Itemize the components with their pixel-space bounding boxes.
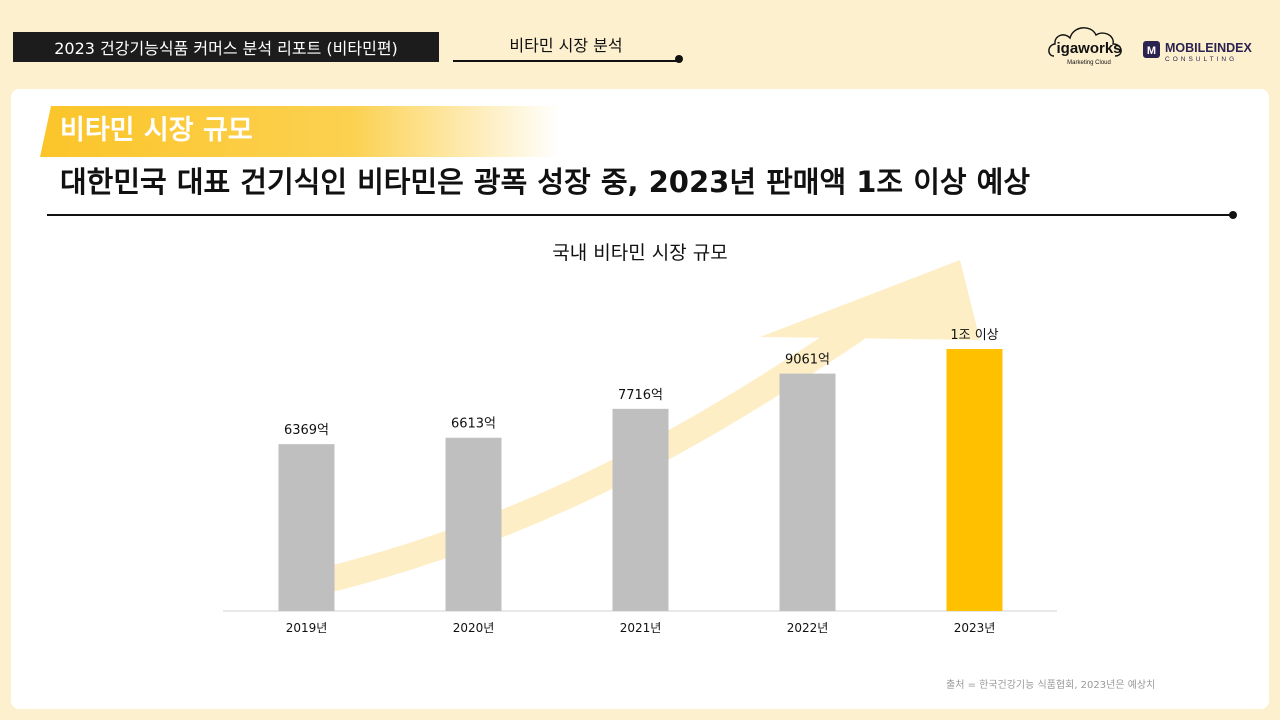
- value-label: 6613억: [451, 417, 496, 432]
- bar-2020년: [445, 437, 502, 611]
- bar-2019년: [278, 444, 335, 611]
- igaworks-logo: igaworks Marketing Cloud: [1048, 27, 1122, 66]
- mobileindex-badge-icon: [1143, 41, 1160, 58]
- source-note: 출처 = 한국건강기능 식품협회, 2023년은 예상치: [946, 680, 1156, 691]
- bar-2021년: [612, 408, 669, 611]
- value-label: 9061억: [785, 353, 830, 368]
- svg-text:M: M: [1147, 45, 1156, 57]
- x-tick-label: 2019년: [286, 621, 328, 635]
- bar-2023년: [946, 349, 1003, 611]
- igaworks-wordmark: igaworks: [1056, 40, 1121, 57]
- mobileindex-wordmark: MOBILEINDEX: [1165, 41, 1252, 55]
- trend-arrow-body: [322, 317, 868, 591]
- trend-arrow-head: [760, 260, 980, 340]
- bars: 6369억 2019년 6613억 2020년 7716억 2021년 9061억 2022년…: [278, 328, 1003, 635]
- headline: 대한민국 대표 건기식인 비타민은 광폭 성장 중, 2023년 판매액 1조 …: [60, 165, 1031, 199]
- chart-title: 국내 비타민 시장 규모: [552, 242, 728, 264]
- mobileindex-subtext: CONSULTING: [1165, 56, 1237, 63]
- cloud-icon: [1048, 27, 1122, 57]
- bar-2022년: [779, 373, 836, 611]
- section-banner: [40, 106, 560, 157]
- section-tab[interactable]: 비타민 시장 분석: [453, 34, 679, 62]
- igaworks-subtext: Marketing Cloud: [1067, 60, 1111, 66]
- value-label: 6369억: [284, 423, 329, 438]
- x-tick-label: 2022년: [787, 621, 829, 635]
- mobileindex-logo: M MOBILEINDEX CONSULTING: [1143, 41, 1252, 63]
- section-title: 비타민 시장 규모: [60, 115, 253, 146]
- x-tick-label: 2023년: [954, 621, 996, 635]
- x-tick-label: 2021년: [620, 621, 662, 635]
- x-tick-label: 2020년: [453, 621, 495, 635]
- headline-divider: [47, 214, 1232, 216]
- report-title-tag: 2023 건강기능식품 커머스 분석 리포트 (비타민편): [13, 32, 439, 62]
- section-tab-dot: [675, 55, 683, 63]
- headline-divider-dot: [1229, 211, 1237, 219]
- value-label: 7716억: [618, 388, 663, 403]
- value-label: 1조 이상: [950, 328, 998, 343]
